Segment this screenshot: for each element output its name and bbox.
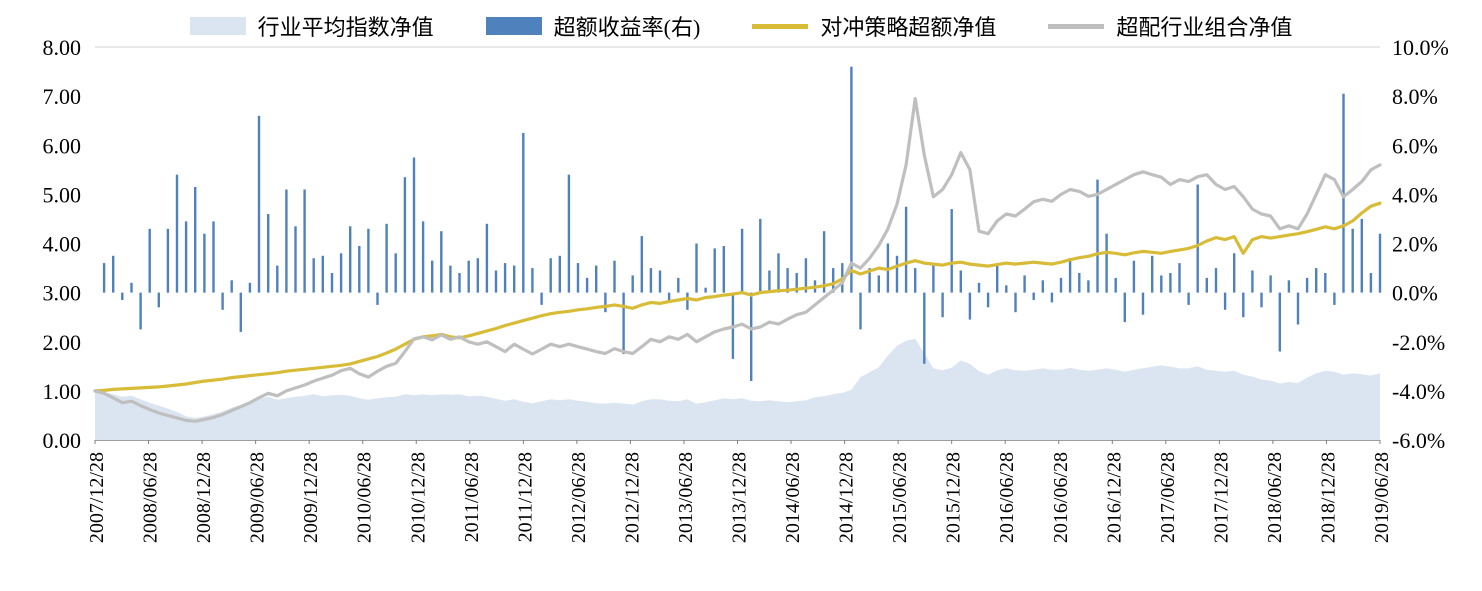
svg-text:2010/06/28: 2010/06/28 — [354, 452, 376, 543]
svg-text:5.00: 5.00 — [43, 182, 82, 207]
chart-legend: 行业平均指数净值 超额收益率(右) 对冲策略超额净值 超配行业组合净值 — [0, 10, 1482, 42]
svg-text:2015/12/28: 2015/12/28 — [943, 452, 965, 543]
svg-text:2008/12/28: 2008/12/28 — [193, 452, 215, 543]
svg-text:8.00: 8.00 — [43, 35, 82, 60]
legend-label-hedge-strategy-nav: 对冲策略超额净值 — [820, 15, 997, 40]
svg-text:8.0%: 8.0% — [1392, 84, 1438, 109]
svg-text:3.00: 3.00 — [43, 281, 82, 306]
legend-label-industry-average-nav: 行业平均指数净值 — [257, 15, 434, 40]
bar-series — [102, 66, 1382, 381]
right-axis-labels: 10.0% 8.0% 6.0% 4.0% 2.0% 0.0% -2.0% -4.0% -6.0% — [1392, 35, 1449, 453]
svg-text:2012/12/28: 2012/12/28 — [621, 452, 643, 543]
legend-item-industry-average-nav: 行业平均指数净值 — [189, 10, 434, 42]
svg-text:2016/06/28: 2016/06/28 — [1050, 452, 1072, 543]
overweight-portfolio-line — [93, 96, 1382, 423]
legend-label-overweight-portfolio-nav: 超配行业组合净值 — [1116, 15, 1293, 40]
svg-text:2017/06/28: 2017/06/28 — [1157, 452, 1179, 543]
legend-item-overweight-portfolio-nav: 超配行业组合净值 — [1048, 10, 1292, 42]
svg-text:2016/06/28: 2016/06/28 — [996, 452, 1018, 543]
legend-label-excess-return: 超额收益率(右) — [553, 15, 701, 40]
yellow-line-swatch-icon — [752, 23, 809, 29]
svg-text:0.00: 0.00 — [43, 428, 82, 453]
svg-text:2009/12/28: 2009/12/28 — [300, 452, 322, 543]
svg-text:2010/12/28: 2010/12/28 — [407, 452, 429, 543]
svg-text:2.00: 2.00 — [43, 330, 82, 355]
left-axis-labels: 8.00 7.00 6.00 5.00 4.00 3.00 2.00 1.00 0.00 — [43, 35, 82, 453]
area-swatch-icon — [189, 17, 246, 35]
svg-text:6.0%: 6.0% — [1392, 133, 1438, 158]
svg-text:4.0%: 4.0% — [1392, 182, 1438, 207]
gray-line-swatch-icon — [1048, 23, 1105, 29]
svg-text:2012/06/28: 2012/06/28 — [568, 452, 590, 543]
svg-text:2008/06/28: 2008/06/28 — [140, 452, 162, 543]
x-axis-labels: 2007/12/28 2008/06/28 2008/12/28 2009/06/28… — [86, 440, 1393, 543]
svg-text:0.0%: 0.0% — [1392, 281, 1438, 306]
hedge-strategy-line — [93, 201, 1382, 393]
legend-item-hedge-strategy-nav: 对冲策略超额净值 — [752, 10, 996, 42]
svg-text:2015/06/28: 2015/06/28 — [889, 452, 911, 543]
svg-text:2013/06/28: 2013/06/28 — [675, 452, 697, 543]
area-series — [95, 338, 1380, 440]
svg-text:2011/12/28: 2011/12/28 — [514, 452, 536, 542]
svg-text:2018/12/28: 2018/12/28 — [1317, 452, 1339, 543]
svg-text:2011/06/28: 2011/06/28 — [461, 452, 483, 542]
svg-text:-6.0%: -6.0% — [1392, 428, 1445, 453]
legend-item-excess-return: 超额收益率(右) — [485, 10, 701, 42]
svg-text:2.0%: 2.0% — [1392, 232, 1438, 257]
svg-text:2017/12/28: 2017/12/28 — [1210, 452, 1232, 543]
svg-text:7.00: 7.00 — [43, 84, 82, 109]
svg-text:2018/06/28: 2018/06/28 — [1264, 452, 1286, 543]
svg-text:1.00: 1.00 — [43, 379, 82, 404]
svg-text:-2.0%: -2.0% — [1392, 330, 1445, 355]
svg-text:2014/06/28: 2014/06/28 — [782, 452, 804, 543]
svg-text:2016/12/28: 2016/12/28 — [1103, 452, 1125, 543]
svg-text:2007/12/28: 2007/12/28 — [86, 452, 108, 543]
svg-text:2014/12/28: 2014/12/28 — [836, 452, 858, 543]
bar-swatch-icon — [485, 17, 542, 35]
svg-text:2013/12/28: 2013/12/28 — [729, 452, 751, 543]
svg-text:2009/06/28: 2009/06/28 — [247, 452, 269, 543]
svg-text:4.00: 4.00 — [43, 232, 82, 257]
svg-text:2019/06/28: 2019/06/28 — [1371, 452, 1393, 543]
svg-text:-4.0%: -4.0% — [1392, 379, 1445, 404]
svg-text:10.0%: 10.0% — [1392, 35, 1449, 60]
svg-text:6.00: 6.00 — [43, 133, 82, 158]
